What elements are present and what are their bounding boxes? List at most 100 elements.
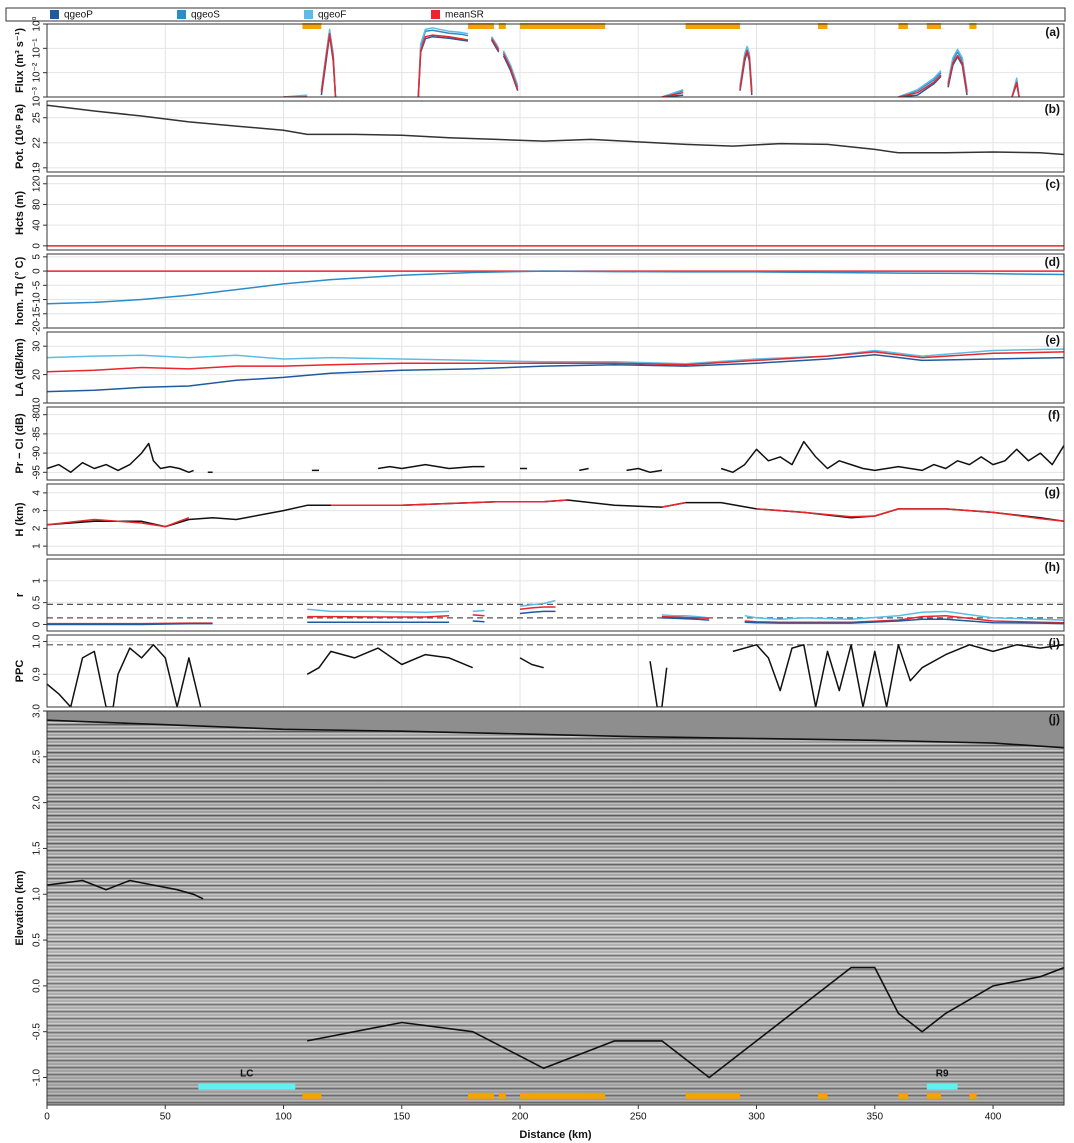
y-tick-label: 0 bbox=[32, 621, 43, 627]
y-tick-label: -95 bbox=[32, 465, 43, 480]
y-tick-label: 1 bbox=[32, 578, 43, 584]
highlight-segment bbox=[498, 23, 506, 29]
plot-area bbox=[47, 644, 1064, 707]
highlight-segment bbox=[969, 1092, 977, 1099]
legend-box bbox=[5, 7, 1066, 22]
panel-label: (c) bbox=[1045, 177, 1060, 191]
series-line bbox=[47, 610, 1064, 626]
highlight-segment bbox=[926, 23, 942, 29]
series-line bbox=[283, 32, 1020, 97]
panel-label: (i) bbox=[1049, 636, 1060, 650]
panel: 0.9 1.0 PPC (i) bbox=[14, 634, 1065, 708]
panel-label: (a) bbox=[1045, 25, 1060, 39]
radargram-shade bbox=[47, 711, 1064, 1105]
x-axis-label: Distance (km) bbox=[519, 1129, 591, 1141]
panel-label: (b) bbox=[1045, 102, 1060, 116]
y-tick-label: 30 bbox=[32, 340, 43, 352]
panel-frame bbox=[46, 253, 1065, 329]
panel-frame bbox=[46, 175, 1065, 251]
panel: 19 22 25 Pot. (10⁶ Pa) (b) bbox=[14, 100, 1065, 173]
series-line bbox=[47, 353, 1064, 393]
y-tick-label: 10⁻¹ bbox=[32, 38, 43, 58]
panel-frame bbox=[46, 634, 1065, 708]
highlight-segment bbox=[926, 1092, 942, 1099]
highlight-segment bbox=[818, 23, 828, 29]
y-tick-label: 22 bbox=[32, 137, 43, 149]
legend-label: qgeoF bbox=[318, 10, 346, 21]
y-tick-label: 3 bbox=[32, 507, 43, 513]
plot-area bbox=[47, 599, 1064, 626]
y-tick-label: 0 bbox=[32, 243, 43, 249]
y-tick-label: 0.5 bbox=[32, 933, 43, 947]
plot-area bbox=[47, 440, 1064, 474]
panel-frame bbox=[46, 483, 1065, 556]
series-line bbox=[47, 348, 1064, 365]
panel-frame bbox=[46, 710, 1065, 1106]
panel-label: (f) bbox=[1048, 408, 1060, 422]
plot-area bbox=[47, 499, 1064, 528]
y-axis-label: Hcts (m) bbox=[14, 191, 26, 235]
series-line bbox=[47, 351, 1064, 373]
highlight-segment bbox=[520, 1092, 606, 1099]
panel-bg bbox=[47, 24, 1064, 97]
y-tick-label: 4 bbox=[32, 490, 43, 496]
panel-bg bbox=[47, 635, 1064, 707]
y-axis-label: PPC bbox=[14, 660, 26, 683]
panel-label: (h) bbox=[1045, 560, 1060, 574]
y-tick-label: 1.5 bbox=[32, 841, 43, 855]
panel-label: (e) bbox=[1045, 333, 1060, 347]
y-tick-label: 40 bbox=[32, 219, 43, 231]
highlight-segment bbox=[498, 1092, 506, 1099]
y-axis-label: Flux (m³ s⁻¹) bbox=[14, 28, 26, 93]
y-tick-label: 5 bbox=[32, 254, 43, 260]
panel-bg bbox=[47, 484, 1064, 555]
series-line bbox=[47, 270, 1064, 305]
y-tick-label: 80 bbox=[32, 198, 43, 210]
plot-area bbox=[47, 270, 1064, 305]
panel-bg bbox=[47, 101, 1064, 172]
x-tick-label: 300 bbox=[748, 1112, 765, 1123]
series-line bbox=[47, 644, 1064, 707]
highlight-segment bbox=[969, 23, 977, 29]
annotation-bar bbox=[926, 1083, 958, 1090]
highlight-segment bbox=[467, 1092, 495, 1099]
y-tick-label: 10⁻² bbox=[32, 62, 43, 82]
panel-label: (g) bbox=[1045, 485, 1060, 499]
y-tick-label: 2.0 bbox=[32, 795, 43, 809]
y-tick-label: -20 bbox=[32, 320, 43, 335]
plot-area bbox=[47, 348, 1064, 393]
series-line bbox=[47, 719, 1064, 749]
x-tick-label: 150 bbox=[393, 1112, 410, 1123]
panel-frame bbox=[46, 331, 1065, 404]
y-tick-label: 10⁻³ bbox=[32, 86, 43, 106]
y-tick-label: 20 bbox=[32, 369, 43, 381]
x-tick-label: 50 bbox=[160, 1112, 172, 1123]
series-line bbox=[307, 599, 1064, 621]
panel-frame bbox=[46, 406, 1065, 481]
legend-swatch bbox=[431, 10, 440, 19]
y-axis-label: Elevation (km) bbox=[14, 870, 26, 946]
highlight-segment bbox=[685, 23, 740, 29]
y-tick-label: -90 bbox=[32, 445, 43, 460]
annotation-label: R9 bbox=[936, 1068, 949, 1079]
legend-swatch bbox=[50, 10, 59, 19]
panel-frame bbox=[46, 558, 1065, 632]
y-tick-label: 0 bbox=[32, 268, 43, 274]
y-tick-label: -15 bbox=[32, 306, 43, 321]
highlight-segment bbox=[818, 1092, 828, 1099]
y-tick-label: -85 bbox=[32, 426, 43, 441]
highlight-segment bbox=[467, 23, 495, 29]
plot-area bbox=[47, 711, 1064, 1079]
y-tick-label: 2.5 bbox=[32, 749, 43, 763]
x-tick-label: 0 bbox=[44, 1112, 50, 1123]
plot-area bbox=[283, 27, 1020, 97]
panel-frame bbox=[46, 100, 1065, 173]
series-line bbox=[47, 499, 1064, 528]
panel: 10⁰ 10⁻¹ 10⁻² 10⁻³ Flux (m³ s⁻¹) (a) bbox=[14, 16, 1065, 107]
x-tick-label: 250 bbox=[630, 1112, 647, 1123]
panel-bg bbox=[47, 559, 1064, 631]
panel-bg bbox=[47, 176, 1064, 250]
highlight-segment bbox=[898, 1092, 908, 1099]
y-tick-label: 0.0 bbox=[32, 978, 43, 992]
y-tick-label: 10 bbox=[32, 397, 43, 409]
